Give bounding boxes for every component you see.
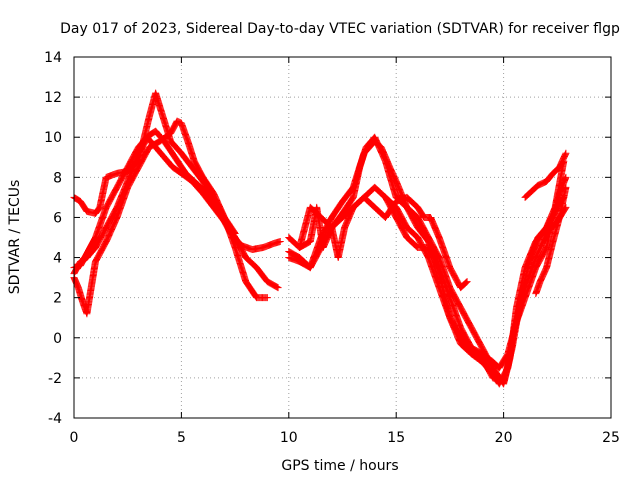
tick-labels: 0 5 10 15 20 25 -4 -2 0 2 4 6 8 10 12 14	[44, 50, 620, 446]
x-tick-label: 0	[70, 430, 79, 446]
data-point	[562, 183, 570, 191]
x-tick-label: 10	[280, 430, 298, 446]
data-markers	[70, 89, 570, 388]
series-track-7	[285, 157, 568, 386]
x-tick-label: 20	[495, 430, 513, 446]
y-tick-label: 4	[53, 251, 62, 267]
series-track-10	[521, 149, 570, 201]
data-point	[463, 278, 471, 286]
y-axis-label: SDTVAR / TECUs	[7, 180, 23, 295]
series-track-11	[532, 183, 570, 298]
data-point	[461, 279, 469, 287]
data-point	[276, 238, 284, 246]
y-tick-label: -4	[48, 411, 62, 427]
data-point	[462, 278, 470, 286]
data-point	[305, 238, 313, 246]
x-tick-label: 5	[177, 430, 186, 446]
y-tick-label: 12	[44, 90, 62, 106]
data-point	[95, 205, 103, 213]
y-tick-label: 6	[53, 210, 62, 226]
x-axis-label: GPS time / hours	[281, 458, 398, 474]
x-tick-label: 15	[387, 430, 405, 446]
y-tick-label: 2	[53, 291, 62, 307]
data-point	[273, 283, 281, 291]
y-tick-label: 10	[44, 130, 62, 146]
data-point	[263, 294, 271, 302]
data-point	[252, 293, 260, 301]
axis-ticks	[73, 56, 612, 419]
data-point	[230, 229, 238, 237]
data-point	[274, 284, 282, 292]
chart-title: Day 017 of 2023, Sidereal Day-to-day VTE…	[60, 21, 620, 37]
plot-frame	[73, 56, 612, 419]
data-point	[555, 164, 563, 172]
data-point	[562, 149, 570, 157]
y-tick-label: 0	[53, 331, 62, 347]
y-tick-label: -2	[48, 371, 62, 387]
data-point	[412, 242, 420, 250]
series-track-3	[70, 89, 271, 302]
y-tick-label: 8	[53, 170, 62, 186]
y-tick-label: 14	[44, 50, 62, 66]
series-track-4	[70, 117, 239, 318]
data-point	[231, 229, 239, 237]
x-tick-label: 25	[602, 430, 620, 446]
